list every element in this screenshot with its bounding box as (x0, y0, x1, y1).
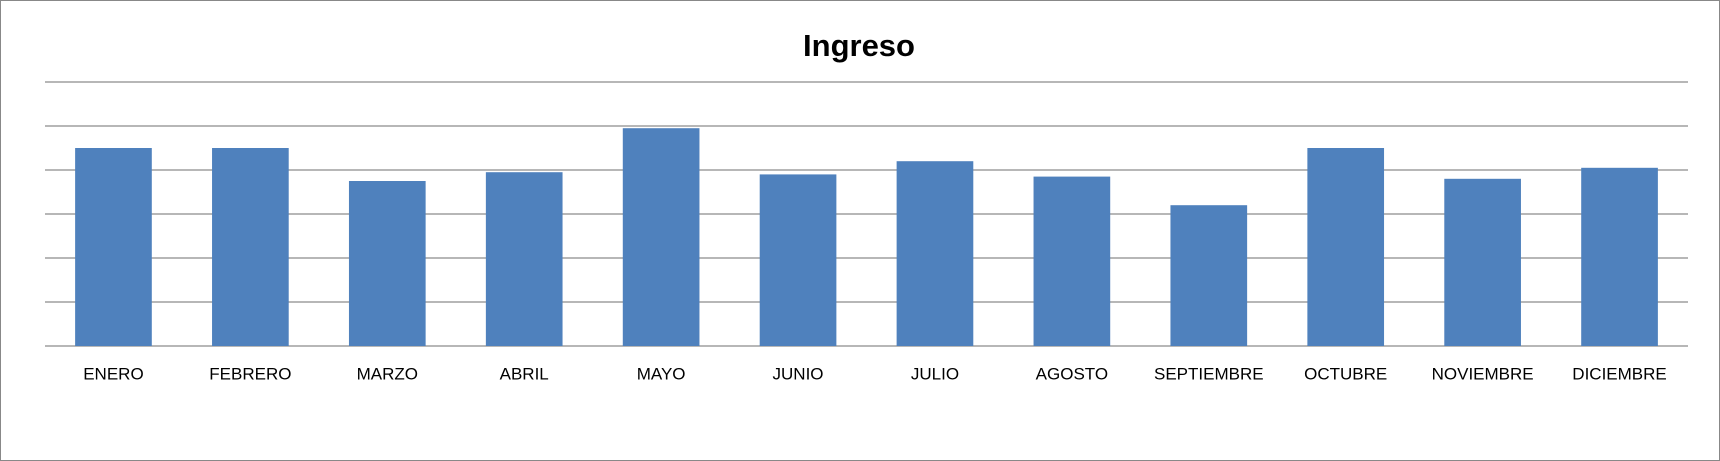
x-tick-label: SEPTIEMBRE (1154, 364, 1264, 383)
bar (896, 161, 974, 346)
x-tick-label: ENERO (83, 364, 143, 383)
bar (485, 172, 563, 346)
bar (212, 148, 289, 346)
bar (1444, 178, 1521, 346)
bar (759, 174, 837, 346)
x-tick-label: OCTUBRE (1304, 364, 1387, 383)
x-tick-label: MAYO (637, 364, 686, 383)
x-tick-label: ABRIL (500, 364, 549, 383)
bar (1033, 176, 1111, 346)
bar (75, 148, 152, 346)
x-tick-label: FEBRERO (209, 364, 291, 383)
bar (1170, 205, 1248, 346)
bar (348, 181, 426, 346)
x-tick-label: JUNIO (773, 364, 824, 383)
bar (622, 128, 700, 346)
chart-title: Ingreso (803, 28, 915, 63)
bar (1307, 148, 1385, 346)
x-tick-label: DICIEMBRE (1572, 364, 1666, 383)
x-tick-label: MARZO (357, 364, 418, 383)
x-tick-label: NOVIEMBRE (1432, 364, 1534, 383)
x-tick-label: AGOSTO (1036, 364, 1108, 383)
x-tick-label: JULIO (911, 364, 959, 383)
bar (1581, 167, 1658, 346)
